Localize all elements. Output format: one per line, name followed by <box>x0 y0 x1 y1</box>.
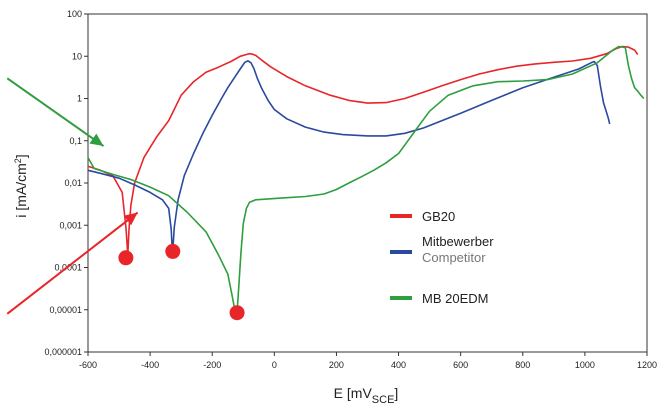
x-tick-label: 1200 <box>637 360 657 370</box>
annotation-arrow-shaft <box>6 77 105 147</box>
x-tick-label: 400 <box>391 360 406 370</box>
annotation-arrow-shaft <box>6 211 139 315</box>
y-tick-label: 100 <box>67 9 82 19</box>
y-tick-label: 0,1 <box>69 136 82 146</box>
series-line-mitbewerber <box>87 59 611 256</box>
corrosion-potential-marker <box>165 243 181 259</box>
y-tick-label: 10 <box>72 51 82 61</box>
corrosion-potential-markers <box>118 243 245 321</box>
x-tick-label: -600 <box>79 360 97 370</box>
x-tick-label: 600 <box>453 360 468 370</box>
y-tick-label: 1 <box>77 94 82 104</box>
x-axis-title: E [mVSCE] <box>334 385 399 406</box>
legend-sublabel: Competitor <box>422 250 486 265</box>
x-tick-label: 1000 <box>575 360 595 370</box>
x-tick-label: 200 <box>329 360 344 370</box>
annotation-arrow-head <box>123 212 138 226</box>
corrosion-potential-marker <box>229 305 245 321</box>
x-tick-label: 0 <box>272 360 277 370</box>
y-tick-label: 0,01 <box>64 178 82 188</box>
plot-frame <box>87 13 648 353</box>
y-axis-title: i [mA/cm2] <box>13 154 29 217</box>
x-tick-label: -200 <box>203 360 221 370</box>
series-line-mb-20edm <box>87 45 645 315</box>
series-line-gb20 <box>87 45 639 256</box>
corrosion-potential-marker <box>118 250 134 266</box>
y-tick-label: 0,001 <box>59 220 82 230</box>
legend-label: GB20 <box>422 209 455 224</box>
x-tick-label: -400 <box>141 360 159 370</box>
annotation-arrow-head <box>89 133 104 147</box>
legend-label: Mitbewerber <box>422 234 494 249</box>
y-tick-label: 0,000001 <box>44 347 82 357</box>
x-axis-ticks: -600 -400 -200 0 200 400 600 800 1000 1200 <box>79 352 657 370</box>
series-lines <box>87 45 645 315</box>
legend-label: MB 20EDM <box>422 291 488 306</box>
plot-area-border <box>87 13 648 353</box>
annotation-arrows <box>6 77 139 315</box>
y-tick-label: 0,00001 <box>49 305 82 315</box>
x-tick-label: 800 <box>515 360 530 370</box>
